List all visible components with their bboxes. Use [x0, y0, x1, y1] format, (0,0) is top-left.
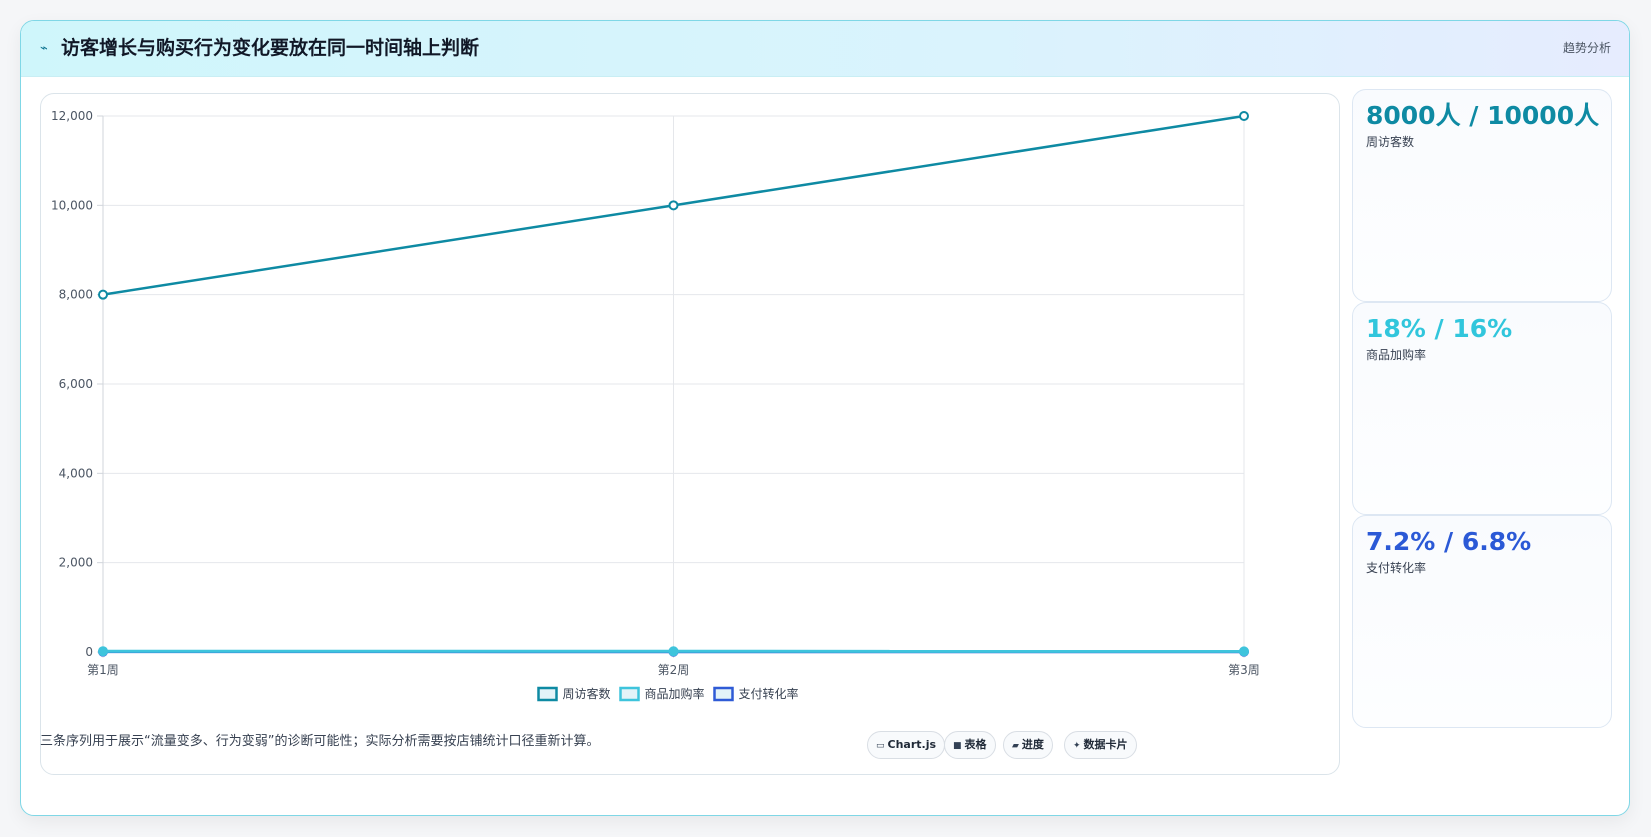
- line-chart: 0 2,000 4,000 6,000 8,000 10,000 12,000 第1周 第2周 第…: [51, 109, 1260, 702]
- stat-card-add-to-cart: 18% / 16% 商品加购率: [1352, 302, 1612, 515]
- legend-swatch: [713, 686, 734, 702]
- data-point: [1239, 646, 1249, 657]
- stat-value: 7.2% / 6.8%: [1366, 527, 1532, 556]
- trend-icon: ⌁: [40, 41, 48, 56]
- legend-swatch: [537, 686, 558, 702]
- chip-label: 进度: [1021, 738, 1044, 751]
- stat-value: 8000人 / 10000人: [1366, 101, 1600, 130]
- card-icon: ✦: [1073, 741, 1081, 751]
- y-tick-label: 10,000: [51, 198, 93, 212]
- chip-label: 数据卡片: [1083, 738, 1128, 751]
- data-point: [668, 646, 679, 657]
- line-chart-panel: 0 2,000 4,000 6,000 8,000 10,000 12,000 第1周 第2周 第…: [40, 93, 1340, 775]
- x-tick-label: 第2周: [658, 663, 690, 677]
- section-badge: 趋势分析: [1562, 41, 1611, 55]
- legend-swatch: [619, 686, 640, 702]
- legend-label: 周访客数: [563, 686, 611, 701]
- data-point: [98, 289, 108, 300]
- stat-card-conversion: 7.2% / 6.8% 支付转化率: [1352, 515, 1612, 728]
- chip-data-card[interactable]: ✦ 数据卡片: [1064, 731, 1137, 759]
- y-tick-label: 12,000: [51, 109, 93, 123]
- chip-table[interactable]: ■ 表格: [944, 731, 996, 759]
- stat-label: 周访客数: [1366, 135, 1415, 149]
- x-tick-label: 第3周: [1228, 663, 1260, 677]
- chip-label: Chart.js: [887, 738, 937, 751]
- y-tick-label: 4,000: [59, 466, 93, 480]
- legend-label: 支付转化率: [739, 686, 799, 701]
- data-point: [98, 646, 108, 657]
- data-point: [1239, 111, 1249, 121]
- stat-label: 支付转化率: [1366, 561, 1427, 575]
- chip-label: 表格: [964, 738, 987, 751]
- progress-icon: ▰: [1012, 741, 1019, 751]
- stat-card-visitors: 8000人 / 10000人 周访客数: [1352, 89, 1612, 302]
- chip-chartjs[interactable]: ▭ Chart.js: [867, 731, 946, 759]
- y-tick-label: 8,000: [59, 288, 93, 302]
- chart-icon: ▭: [876, 741, 885, 751]
- y-tick-label: 2,000: [59, 556, 93, 570]
- y-tick-label: 0: [85, 645, 93, 659]
- legend-label: 商品加购率: [645, 686, 705, 701]
- table-icon: ■: [953, 741, 962, 751]
- trend-card: ⌁ 访客增长与购买行为变化要放在同一时间轴上判断 趋势分析 0 2,000 4,00…: [20, 20, 1630, 816]
- chip-progress[interactable]: ▰ 进度: [1003, 731, 1053, 759]
- stat-value: 18% / 16%: [1366, 314, 1513, 343]
- page-title: 访客增长与购买行为变化要放在同一时间轴上判断: [61, 37, 480, 59]
- footer-note: 三条序列用于展示“流量变多、行为变弱”的诊断可能性；实际分析需要按店铺统计口径重…: [40, 734, 600, 749]
- data-point: [668, 200, 679, 211]
- x-tick-label: 第1周: [87, 663, 119, 677]
- stat-label: 商品加购率: [1366, 348, 1427, 362]
- y-tick-label: 6,000: [59, 377, 93, 391]
- card-header: ⌁ 访客增长与购买行为变化要放在同一时间轴上判断 趋势分析: [21, 21, 1629, 77]
